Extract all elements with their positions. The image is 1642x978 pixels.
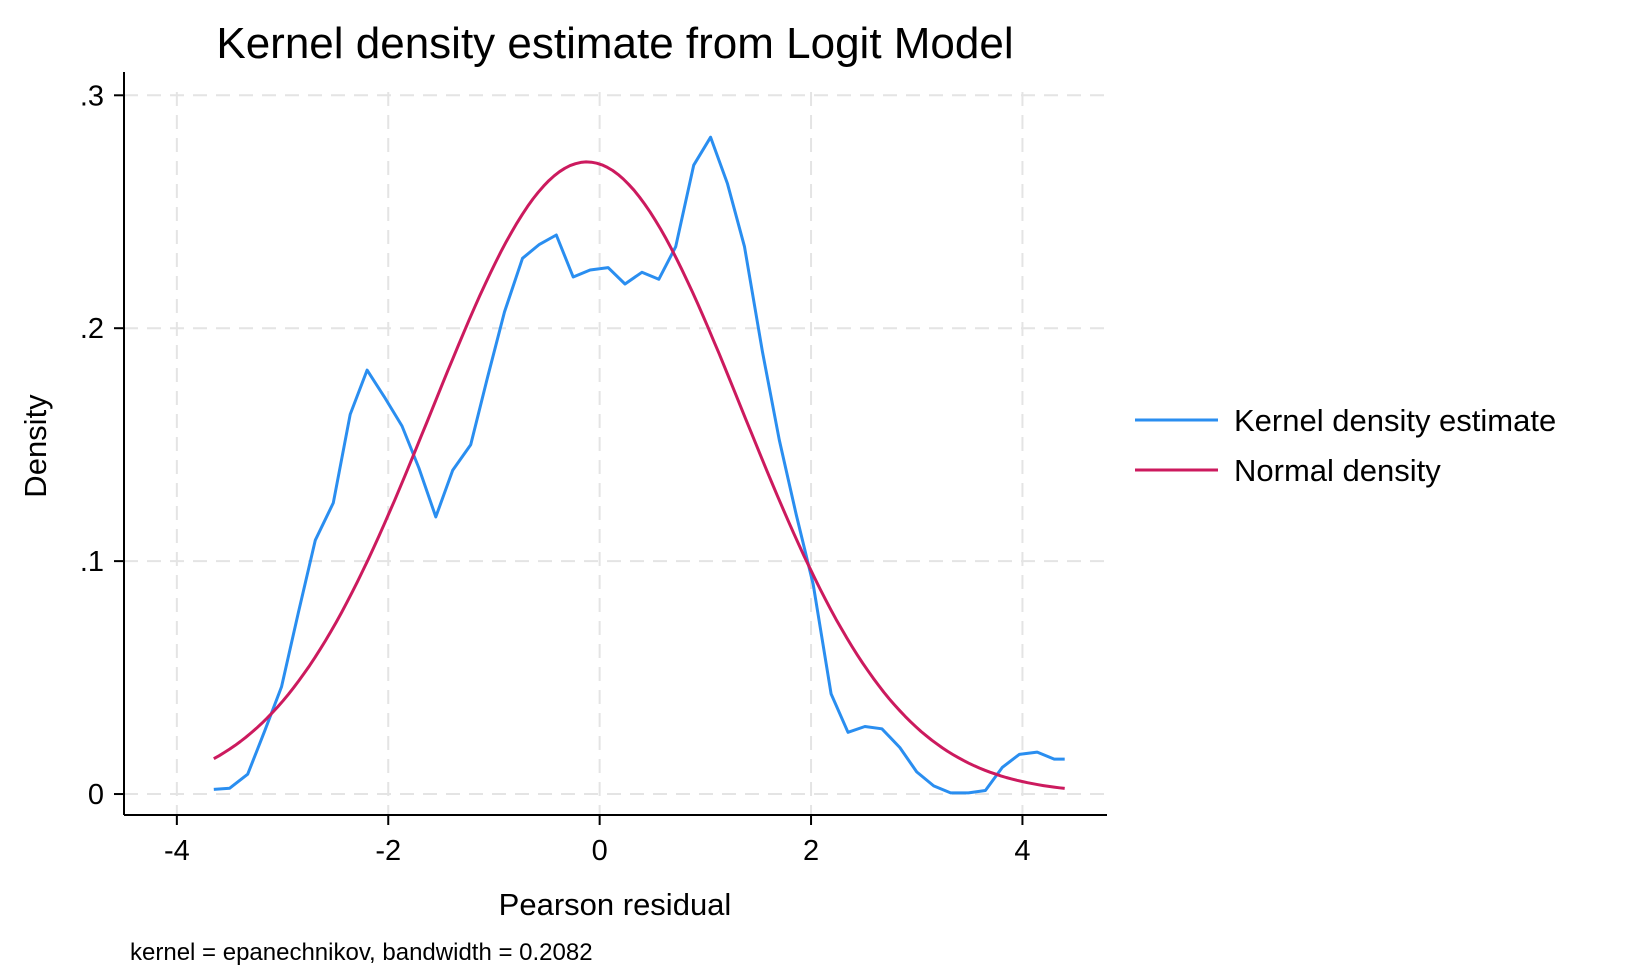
x-tick-label: 2: [803, 835, 819, 867]
y-axis-label: Density: [18, 394, 53, 498]
x-tick-label: -2: [375, 835, 401, 867]
series-line-kernel-density: [213, 135, 1065, 795]
grid: [124, 92, 1107, 815]
y-tick-label: 0: [88, 779, 104, 811]
x-tick-label: 4: [1014, 835, 1030, 867]
chart-title: Kernel density estimate from Logit Model: [216, 19, 1013, 68]
y-tick-label: .2: [80, 313, 104, 345]
series-lines: [213, 135, 1065, 795]
x-axis-label: Pearson residual: [499, 887, 732, 922]
y-tick-label: .1: [80, 546, 104, 578]
legend-label-normal: Normal density: [1234, 453, 1441, 488]
legend-label-kernel: Kernel density estimate: [1234, 403, 1556, 438]
x-tick-label: -4: [164, 835, 190, 867]
legend: Kernel density estimate Normal density: [1135, 403, 1556, 488]
y-tick-label: .3: [80, 80, 104, 112]
axis-ticks: -4 -2 0 2 4 0 .1 .2 .3: [80, 80, 1031, 867]
chart-note: kernel = epanechnikov, bandwidth = 0.208…: [130, 939, 593, 966]
series-line-normal-density: [213, 160, 1065, 790]
x-tick-label: 0: [592, 835, 608, 867]
